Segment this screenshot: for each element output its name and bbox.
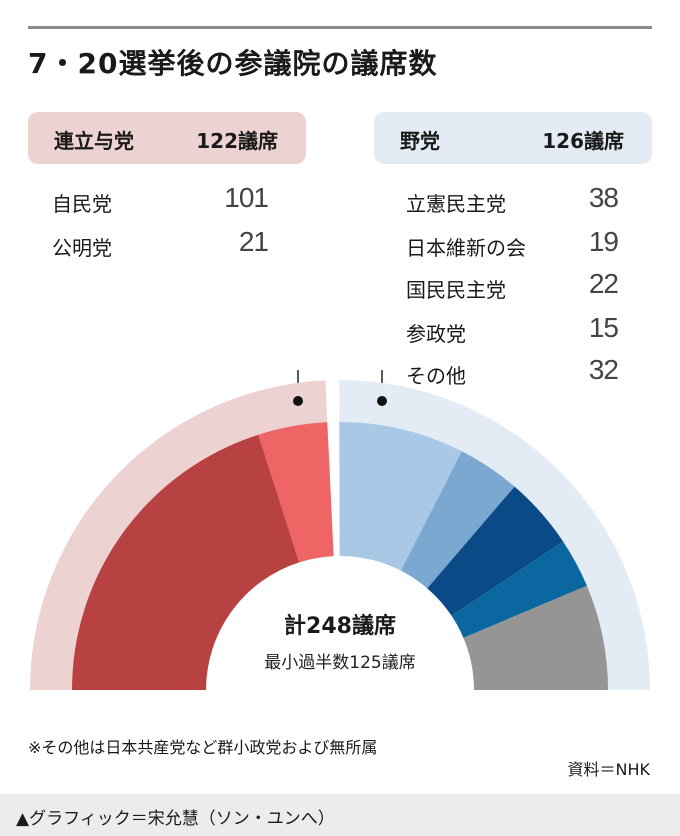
majority-label: 最小過半数125議席 bbox=[264, 653, 416, 673]
slice-5 bbox=[427, 486, 564, 616]
coalition-marker-dot bbox=[293, 396, 303, 406]
party-row-dpfp: 国民民主党 22 bbox=[406, 266, 619, 310]
party-seats: 19 bbox=[588, 226, 619, 257]
credit-bar: ▲グラフィック＝宋允慧（ソン・ユンへ） bbox=[0, 794, 680, 836]
party-name: 国民民主党 bbox=[406, 278, 506, 302]
slice-6 bbox=[451, 541, 587, 638]
coalition-name: 連立与党 bbox=[54, 129, 134, 153]
opposition-marker-dot bbox=[377, 396, 387, 406]
opposition-total: 126議席 bbox=[542, 129, 624, 153]
party-seats: 22 bbox=[588, 268, 619, 299]
party-seats: 21 bbox=[238, 226, 269, 257]
party-seats: 15 bbox=[588, 312, 619, 343]
party-seats: 32 bbox=[588, 354, 619, 385]
party-row-sanseito: 参政党 15 bbox=[406, 310, 619, 354]
opposition-name: 野党 bbox=[400, 129, 440, 153]
slice-2 bbox=[258, 422, 334, 563]
slice-1 bbox=[72, 434, 300, 690]
opposition-header: 野党 126議席 bbox=[374, 112, 652, 164]
party-name: 自民党 bbox=[52, 192, 112, 216]
seat-chart bbox=[30, 370, 650, 690]
party-name: 参政党 bbox=[406, 322, 466, 346]
graphic-credit: ▲グラフィック＝宋允慧（ソン・ユンへ） bbox=[16, 809, 335, 829]
slice-4 bbox=[400, 451, 515, 589]
party-row-others: その他 32 bbox=[406, 352, 619, 396]
party-name: 公明党 bbox=[52, 236, 112, 260]
party-name: 日本維新の会 bbox=[406, 236, 526, 260]
slice-3 bbox=[339, 422, 462, 571]
source-label: 資料＝NHK bbox=[567, 760, 651, 779]
party-row-ldp: 自民党 101 bbox=[52, 180, 269, 224]
center-total: 計248議席 bbox=[284, 614, 396, 639]
coalition-header: 連立与党 122議席 bbox=[28, 112, 306, 164]
party-row-komeito: 公明党 21 bbox=[52, 224, 269, 268]
title-rule bbox=[28, 26, 652, 29]
party-row-ishin: 日本維新の会 19 bbox=[406, 224, 619, 268]
party-seats: 101 bbox=[224, 182, 269, 213]
slice-7 bbox=[463, 585, 608, 690]
coalition-total: 122議席 bbox=[196, 129, 278, 153]
party-name: その他 bbox=[406, 364, 466, 388]
chart-title: 7・20選挙後の参議院の議席数 bbox=[28, 47, 438, 80]
party-row-cdp: 立憲民主党 38 bbox=[406, 180, 619, 224]
party-seats: 38 bbox=[588, 182, 619, 213]
party-name: 立憲民主党 bbox=[406, 192, 506, 216]
footnote: ※その他は日本共産党など群小政党および無所属 bbox=[28, 738, 378, 757]
